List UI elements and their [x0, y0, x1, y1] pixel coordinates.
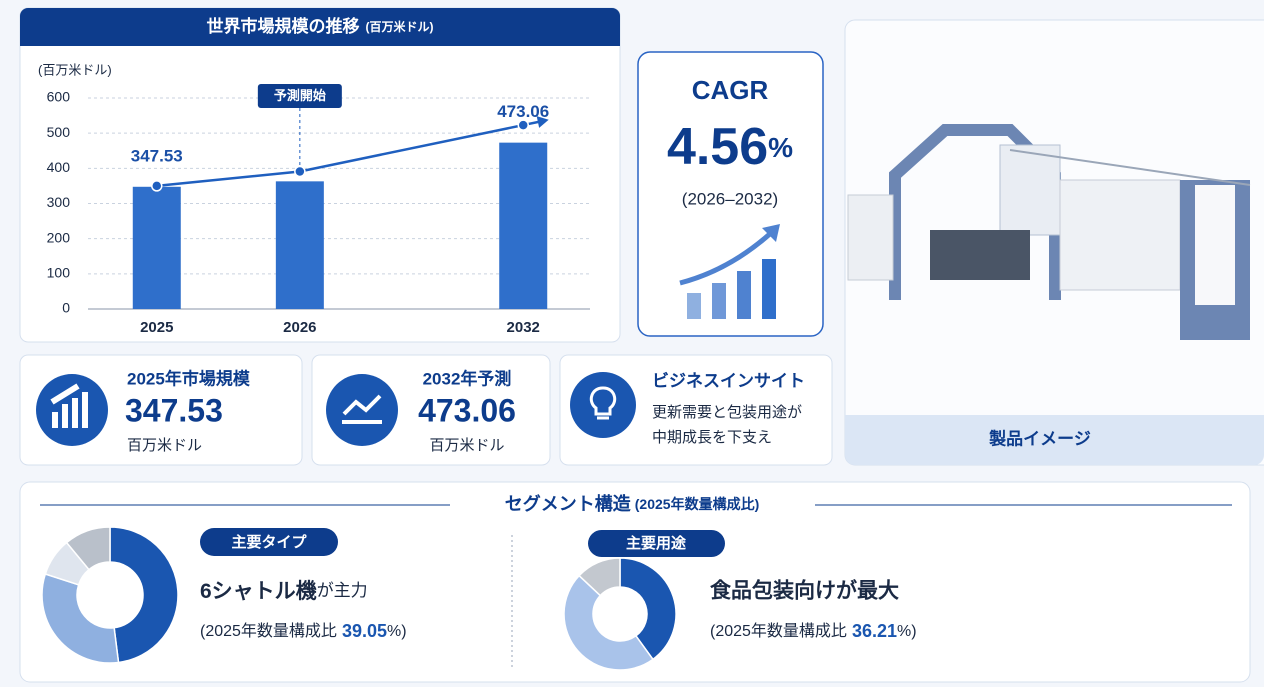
- cagr-period: (2026–2032): [682, 189, 778, 208]
- cagr-number: 4.56: [667, 118, 768, 176]
- bar-chart: 0 100 200 300 400 500 600 2025 2026 2032 予測開始 347.5…: [47, 84, 590, 336]
- segment-title: セグメント構造 (2025年数量構成比): [505, 493, 759, 514]
- x-tick-label: 2025: [140, 319, 173, 336]
- donut-charts: [41, 526, 677, 671]
- x-tick-label: 2026: [283, 319, 316, 336]
- donut-slice: [619, 557, 677, 661]
- machine-core: [930, 230, 1030, 280]
- machine-rail: [1009, 149, 1251, 186]
- value-label: 347.53: [131, 146, 183, 165]
- badge: [200, 528, 338, 556]
- headline-bold: 6シャトル機: [200, 579, 317, 603]
- machine-roll: [1195, 185, 1235, 305]
- share: 36.21: [852, 621, 897, 641]
- trend-point: [151, 180, 163, 192]
- subtitle: (2025年数量構成比): [635, 496, 759, 512]
- icon-bar: [687, 293, 701, 319]
- y-tick-label: 600: [47, 89, 71, 105]
- share: 39.05: [342, 621, 387, 641]
- bar: [499, 142, 548, 309]
- card-title: 2025年市場規模: [127, 368, 251, 388]
- y-tick-label: 0: [62, 300, 70, 316]
- icon-bar: [762, 259, 776, 319]
- icon-bar: [737, 271, 751, 319]
- bar: [275, 181, 324, 309]
- subtitle: (百万米ドル): [366, 19, 434, 34]
- title: 世界市場規模の推移: [207, 16, 360, 36]
- product-caption: 製品イメージ: [988, 428, 1091, 448]
- card-title: ビジネスインサイト: [652, 371, 805, 390]
- card-value: 347.53: [125, 392, 223, 428]
- card-line: 更新需要と包装用途が: [652, 404, 802, 421]
- donut-slice: [65, 526, 111, 571]
- trend-point: [517, 119, 529, 131]
- machine-fabric: [999, 144, 1061, 236]
- note-suffix: %): [897, 623, 917, 640]
- headline: 6シャトル機が主力: [200, 579, 368, 603]
- note: (2025年数量構成比 39.05%): [200, 621, 407, 641]
- annotation-badge: [257, 84, 342, 108]
- bobbin-rack: [847, 194, 894, 281]
- annotation-text: 予測開始: [274, 88, 326, 103]
- machine-illustration: [847, 124, 1251, 340]
- x-tick-label: 2032: [507, 319, 540, 336]
- value-label: 473.06: [497, 102, 549, 121]
- y-tick-label: 300: [47, 194, 71, 210]
- cagr-card: [637, 51, 824, 337]
- icon-shape: [50, 383, 88, 428]
- y-tick-label: 400: [47, 159, 71, 175]
- chart-title: 世界市場規模の推移 (百万米ドル): [207, 16, 434, 36]
- bobbin-rack: [1059, 179, 1181, 291]
- donut-slice: [109, 526, 179, 664]
- note-prefix: (2025年数量構成比: [200, 622, 337, 640]
- bar: [132, 186, 181, 309]
- card-icon: [326, 374, 398, 446]
- icon-shape: [589, 386, 617, 420]
- chart-header: [20, 8, 620, 46]
- y-tick-label: 500: [47, 124, 71, 140]
- title: セグメント構造: [505, 493, 631, 514]
- card-unit: 百万米ドル: [429, 437, 504, 454]
- card-value: 473.06: [418, 392, 516, 428]
- donut-slice: [41, 573, 120, 664]
- icon-bar: [712, 283, 726, 319]
- note: (2025年数量構成比 36.21%): [710, 621, 917, 641]
- growth-icon: [679, 224, 780, 319]
- note-prefix: (2025年数量構成比: [710, 622, 847, 640]
- y-tick-label: 100: [47, 265, 71, 281]
- cagr-unit: %: [768, 132, 793, 163]
- cagr-value: 4.56%: [667, 118, 793, 176]
- donut-slice: [578, 557, 621, 597]
- badge: [588, 530, 725, 557]
- card-unit: 百万米ドル: [127, 437, 202, 454]
- icon-arrowhead: [762, 224, 780, 242]
- y-tick-label: 200: [47, 229, 71, 245]
- badge-text: 主要用途: [626, 534, 686, 552]
- card-icon: [570, 372, 636, 438]
- trend-arrowhead: [536, 116, 549, 128]
- cagr-label: CAGR: [692, 75, 769, 105]
- note-suffix: %): [387, 623, 407, 640]
- card: [559, 354, 833, 466]
- trend-point: [294, 165, 306, 178]
- badge-text: 主要タイプ: [231, 533, 307, 551]
- y-axis-label: (百万米ドル): [38, 62, 112, 77]
- headline: 食品包装向けが最大: [710, 579, 899, 603]
- card-line: 中期成長を下支え: [652, 429, 772, 446]
- icon-shape: [342, 394, 382, 424]
- donut-slice: [563, 574, 654, 671]
- headline-rest: が主力: [317, 581, 368, 600]
- icon-arrow: [679, 230, 774, 286]
- card-title: 2032年予測: [423, 368, 512, 388]
- caption-band: [845, 415, 1264, 465]
